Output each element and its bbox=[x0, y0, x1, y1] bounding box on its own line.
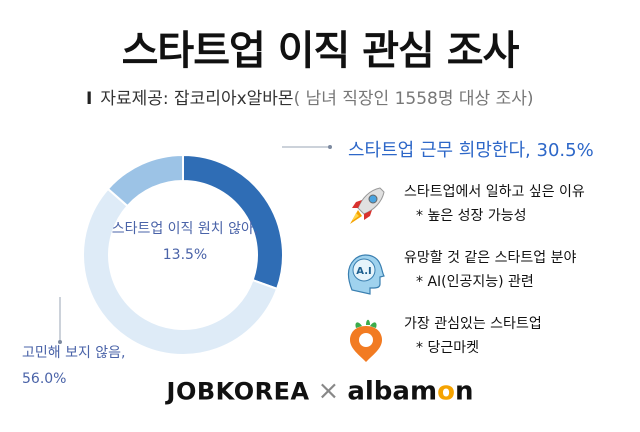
info-title: 가장 관심있는 스타트업 bbox=[404, 316, 542, 332]
leader-dot-1 bbox=[58, 340, 62, 344]
albamon-logo: albamon bbox=[347, 376, 474, 407]
inner-slice-label: 스타트업 이직 원치 않아, 13.5% bbox=[96, 216, 274, 268]
inner-label-line1: 스타트업 이직 원치 않아, bbox=[111, 221, 259, 237]
brand-separator: × bbox=[317, 376, 340, 407]
brand-footer: JOBKOREA × albamon bbox=[0, 376, 640, 412]
ai-head-icon: A.I bbox=[347, 254, 385, 295]
donut-slice-1 bbox=[82, 187, 279, 356]
info-sub: * AI(인공지능) 관련 bbox=[416, 274, 534, 290]
jobkorea-logo: JOBKOREA bbox=[166, 377, 310, 406]
main-slice-label: 스타트업 근무 희망한다, 30.5% bbox=[348, 140, 594, 161]
info-sub: * 당근마켓 bbox=[416, 340, 479, 356]
outer-label-line2: 56.0% bbox=[22, 371, 67, 387]
ai-head-icon-label: A.I bbox=[356, 266, 371, 277]
info-title: 유망할 것 같은 스타트업 분야 bbox=[404, 250, 577, 266]
source-prefix: I bbox=[86, 89, 93, 109]
inner-label-line2: 13.5% bbox=[162, 247, 208, 263]
outer-slice-label: 고민해 보지 않음, 56.0% bbox=[22, 340, 126, 392]
rocket-icon bbox=[350, 187, 385, 224]
info-sub: * 높은 성장 가능성 bbox=[416, 208, 527, 224]
info-title: 스타트업에서 일하고 싶은 이유 bbox=[404, 184, 585, 200]
source-label: 자료제공: 잡코리아x알바몬 bbox=[100, 89, 294, 109]
leader-dot-0 bbox=[328, 145, 332, 149]
source-line: I 자료제공: 잡코리아x알바몬( 남녀 직장인 1558명 대상 조사) bbox=[86, 84, 534, 109]
page-title: 스타트업 이직 관심 조사 bbox=[121, 28, 520, 74]
outer-label-line1: 고민해 보지 않음, bbox=[22, 345, 126, 361]
donut-slice-2 bbox=[106, 153, 184, 208]
carrot-icon bbox=[350, 319, 382, 362]
source-note: ( 남녀 직장인 1558명 대상 조사) bbox=[293, 89, 534, 109]
donut-chart bbox=[58, 145, 332, 356]
